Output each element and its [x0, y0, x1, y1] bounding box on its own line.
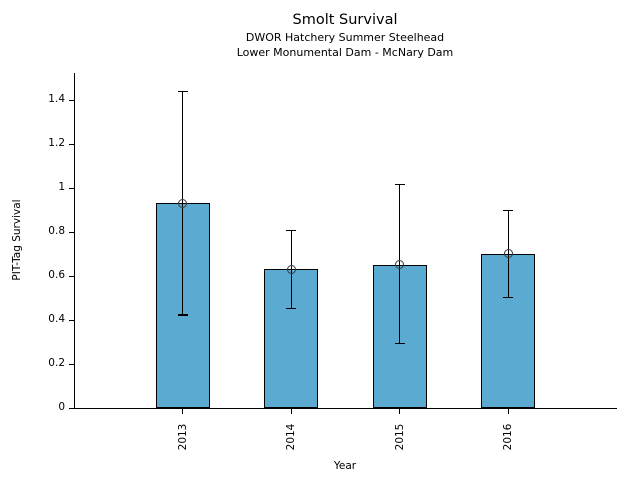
data-point-marker — [177, 198, 187, 208]
error-bar-cap-top — [394, 183, 405, 185]
chart-subtitle-line1: DWOR Hatchery Summer Steelhead — [245, 31, 445, 44]
x-tick — [290, 409, 292, 414]
y-tick-label: 0.4 — [48, 313, 65, 325]
chart-subtitle-line2: Lower Monumental Dam - McNary Dam — [236, 46, 454, 59]
y-tick — [69, 144, 74, 146]
x-axis-label: Year — [333, 460, 357, 472]
y-tick-label: 1.2 — [48, 137, 65, 149]
y-tick — [69, 100, 74, 102]
y-tick-label: 0.2 — [48, 357, 65, 369]
x-tick — [507, 409, 510, 414]
y-tick-label: 1 — [58, 181, 65, 193]
y-tick — [69, 232, 74, 234]
y-axis-spine — [74, 73, 76, 408]
error-bar-cap-top — [286, 229, 297, 232]
y-tick — [69, 188, 74, 190]
y-tick-label: 0.8 — [48, 225, 65, 237]
data-point-marker — [395, 260, 405, 270]
error-bar-cap-bottom — [503, 296, 514, 298]
x-tick-label: 2013 — [176, 423, 189, 451]
y-tick-label: 0 — [58, 401, 65, 413]
y-tick-label: 0.6 — [48, 269, 65, 281]
x-tick-label: 2015 — [393, 423, 406, 451]
x-tick — [399, 409, 401, 414]
error-bar-cap-top — [503, 210, 514, 212]
y-tick — [69, 408, 74, 410]
y-tick — [69, 320, 74, 322]
y-tick — [69, 276, 74, 278]
x-axis-spine — [74, 408, 617, 410]
chart-title: Smolt Survival — [292, 12, 398, 28]
error-bar-cap-bottom — [177, 314, 188, 316]
error-bar-cap-bottom — [394, 342, 405, 345]
x-tick-label: 2016 — [502, 423, 515, 451]
error-bar-cap-top — [177, 91, 188, 93]
y-tick — [69, 364, 74, 366]
error-bar-cap-bottom — [286, 307, 297, 309]
y-axis-label: PIT-Tag Survival — [11, 199, 23, 281]
bar-2014 — [264, 269, 319, 408]
x-tick-label: 2014 — [285, 423, 298, 451]
data-point-marker — [503, 249, 513, 259]
x-tick — [181, 409, 184, 414]
data-point-marker — [286, 264, 296, 274]
y-tick-label: 1.4 — [48, 93, 65, 105]
